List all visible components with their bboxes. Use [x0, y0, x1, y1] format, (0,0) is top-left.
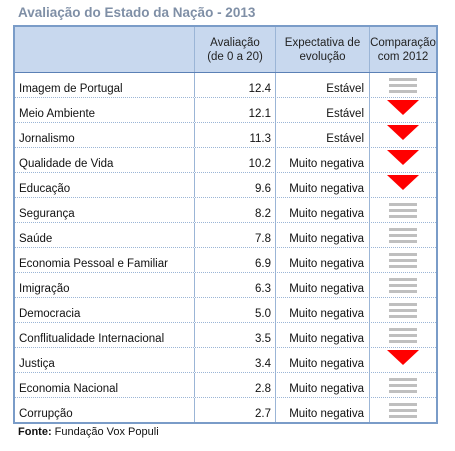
equal-bars-icon [389, 77, 417, 93]
table-row: Economia Pessoal e Familiar 6.9 Muito nega… [15, 248, 436, 273]
table-header: Avaliação (de 0 a 20) Expectativa de evolu… [15, 27, 436, 73]
category-cell: Meio Ambiente [15, 98, 195, 122]
category-cell: Justiça [15, 348, 195, 372]
expectation-cell: Muito negativa [276, 323, 370, 347]
header-category [15, 27, 195, 72]
expectation-cell: Muito negativa [276, 248, 370, 272]
comparison-cell [370, 73, 436, 97]
table-row: Economia Nacional 2.8 Muito negativa [15, 373, 436, 398]
expectation-cell: Estável [276, 123, 370, 147]
category-cell: Corrupção [15, 398, 195, 422]
comparison-cell [370, 398, 436, 422]
table-row: Saúde 7.8 Muito negativa [15, 223, 436, 248]
equal-bars-icon [389, 377, 417, 393]
evaluation-table: Avaliação (de 0 a 20) Expectativa de evolu… [13, 25, 438, 424]
category-cell: Economia Pessoal e Familiar [15, 248, 195, 272]
comparison-cell [370, 123, 436, 147]
table-row: Conflitualidade Internacional 3.5 Muito ne… [15, 323, 436, 348]
red-down-triangle-icon [387, 349, 419, 365]
category-cell: Saúde [15, 223, 195, 247]
expectation-cell: Muito negativa [276, 398, 370, 422]
red-down-triangle-icon [387, 149, 419, 165]
category-cell: Economia Nacional [15, 373, 195, 397]
equal-bars-icon [389, 277, 417, 293]
score-cell: 7.8 [195, 223, 276, 247]
score-cell: 2.7 [195, 398, 276, 422]
red-down-triangle-icon [387, 124, 419, 140]
expectation-cell: Muito negativa [276, 348, 370, 372]
equal-bars-icon [389, 402, 417, 418]
table-row: Qualidade de Vida 10.2 Muito negativa [15, 148, 436, 173]
score-cell: 6.9 [195, 248, 276, 272]
equal-bars-icon [389, 202, 417, 218]
score-cell: 12.4 [195, 73, 276, 97]
comparison-cell [370, 298, 436, 322]
comparison-cell [370, 148, 436, 172]
expectation-cell: Muito negativa [276, 273, 370, 297]
category-cell: Qualidade de Vida [15, 148, 195, 172]
table-title: Avaliação do Estado da Nação - 2013 [18, 5, 256, 20]
comparison-cell [370, 173, 436, 197]
score-cell: 9.6 [195, 173, 276, 197]
expectation-cell: Muito negativa [276, 148, 370, 172]
score-cell: 2.8 [195, 373, 276, 397]
score-cell: 10.2 [195, 148, 276, 172]
score-cell: 11.3 [195, 123, 276, 147]
category-cell: Democracia [15, 298, 195, 322]
score-cell: 8.2 [195, 198, 276, 222]
comparison-cell [370, 98, 436, 122]
source-note: Fonte: Fundação Vox Populi [18, 426, 159, 438]
red-down-triangle-icon [387, 99, 419, 115]
category-cell: Educação [15, 173, 195, 197]
score-cell: 6.3 [195, 273, 276, 297]
expectation-cell: Estável [276, 73, 370, 97]
score-cell: 5.0 [195, 298, 276, 322]
header-expectation: Expectativa de evolução [276, 27, 370, 72]
table-row: Meio Ambiente 12.1 Estável [15, 98, 436, 123]
comparison-cell [370, 348, 436, 372]
table-row: Imigração 6.3 Muito negativa [15, 273, 436, 298]
table-body: Imagem de Portugal 12.4 Estável Meio Ambien… [15, 73, 436, 422]
table-row: Corrupção 2.7 Muito negativa [15, 398, 436, 422]
table-row: Segurança 8.2 Muito negativa [15, 198, 436, 223]
category-cell: Imigração [15, 273, 195, 297]
score-cell: 3.4 [195, 348, 276, 372]
header-score: Avaliação (de 0 a 20) [195, 27, 276, 72]
category-cell: Jornalismo [15, 123, 195, 147]
expectation-cell: Muito negativa [276, 198, 370, 222]
equal-bars-icon [389, 327, 417, 343]
equal-bars-icon [389, 227, 417, 243]
comparison-cell [370, 323, 436, 347]
expectation-cell: Muito negativa [276, 373, 370, 397]
score-cell: 3.5 [195, 323, 276, 347]
category-cell: Conflitualidade Internacional [15, 323, 195, 347]
red-down-triangle-icon [387, 174, 419, 190]
table-row: Democracia 5.0 Muito negativa [15, 298, 436, 323]
comparison-cell [370, 198, 436, 222]
equal-bars-icon [389, 302, 417, 318]
category-cell: Segurança [15, 198, 195, 222]
expectation-cell: Estável [276, 98, 370, 122]
score-cell: 12.1 [195, 98, 276, 122]
category-cell: Imagem de Portugal [15, 73, 195, 97]
expectation-cell: Muito negativa [276, 223, 370, 247]
expectation-cell: Muito negativa [276, 298, 370, 322]
table-row: Educação 9.6 Muito negativa [15, 173, 436, 198]
comparison-cell [370, 273, 436, 297]
table-row: Jornalismo 11.3 Estável [15, 123, 436, 148]
table-row: Imagem de Portugal 12.4 Estável [15, 73, 436, 98]
comparison-cell [370, 223, 436, 247]
table-row: Justiça 3.4 Muito negativa [15, 348, 436, 373]
expectation-cell: Muito negativa [276, 173, 370, 197]
comparison-cell [370, 373, 436, 397]
comparison-cell [370, 248, 436, 272]
equal-bars-icon [389, 252, 417, 268]
header-comparison: Comparação com 2012 [370, 36, 436, 63]
